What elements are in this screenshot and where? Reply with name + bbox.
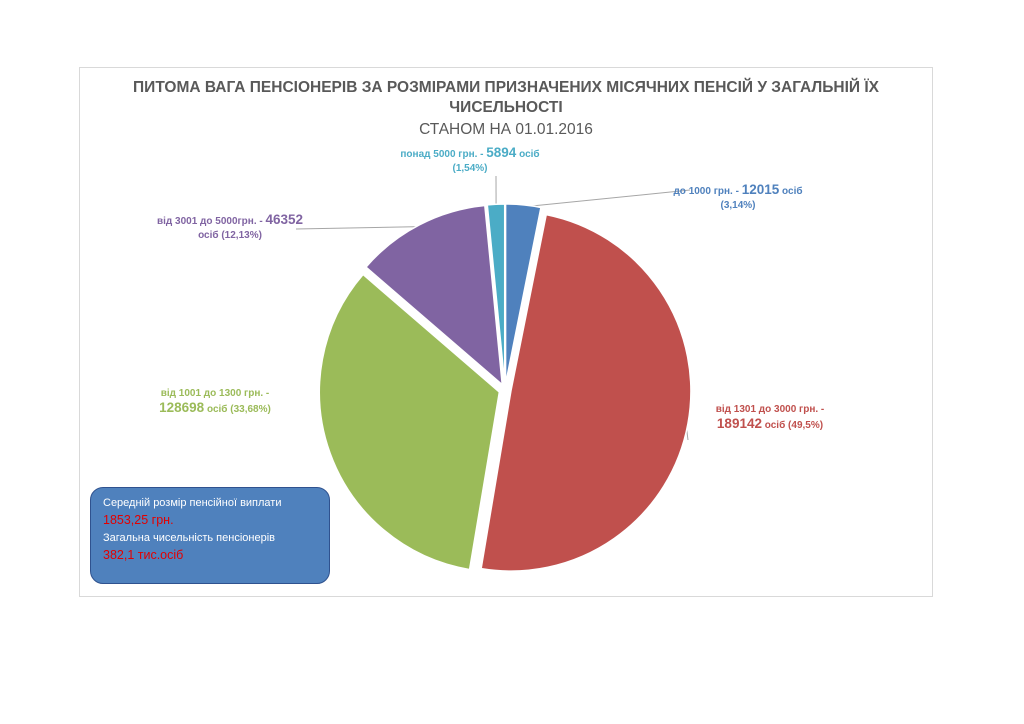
slice-label-3001-5000: від 3001 до 5000грн. - 46352 осіб (12,13… xyxy=(156,212,304,242)
pie-slice-3001-5000 xyxy=(364,204,504,387)
pie-slice-under-1000 xyxy=(504,203,542,385)
slice-label-under-1000: до 1000 грн. - 12015 осіб (3,14%) xyxy=(673,182,803,212)
pie-slice-over-5000 xyxy=(486,203,506,385)
leader-line-3001-5000 xyxy=(295,226,421,230)
pie-slice-1001-1300 xyxy=(318,273,501,571)
pie-slice-1301-3000 xyxy=(480,213,692,572)
avg-pension-label: Середній розмір пенсійної виплати xyxy=(103,497,282,509)
leader-line-under-1000 xyxy=(523,189,691,208)
slice-label-1301-3000: від 1301 до 3000 грн. - 189142 осіб (49,… xyxy=(715,404,825,431)
total-pensioners-label: Загальна чисельність пенсіонерів xyxy=(103,532,275,544)
chart-title: ПИТОМА ВАГА ПЕНСІОНЕРІВ ЗА РОЗМІРАМИ ПРИ… xyxy=(133,79,879,116)
slice-label-over-5000: понад 5000 грн. - 5894 осіб (1,54%) xyxy=(400,145,540,175)
chart-subtitle: СТАНОМ НА 01.01.2016 xyxy=(419,121,593,138)
total-pensioners-value: 382,1 тис.осіб xyxy=(103,548,184,562)
summary-box: Середній розмір пенсійної виплати 1853,2… xyxy=(90,487,330,584)
slice-label-1001-1300: від 1001 до 1300 грн. - 128698 осіб (33,… xyxy=(159,388,271,415)
avg-pension-value: 1853,25 грн. xyxy=(103,513,174,527)
